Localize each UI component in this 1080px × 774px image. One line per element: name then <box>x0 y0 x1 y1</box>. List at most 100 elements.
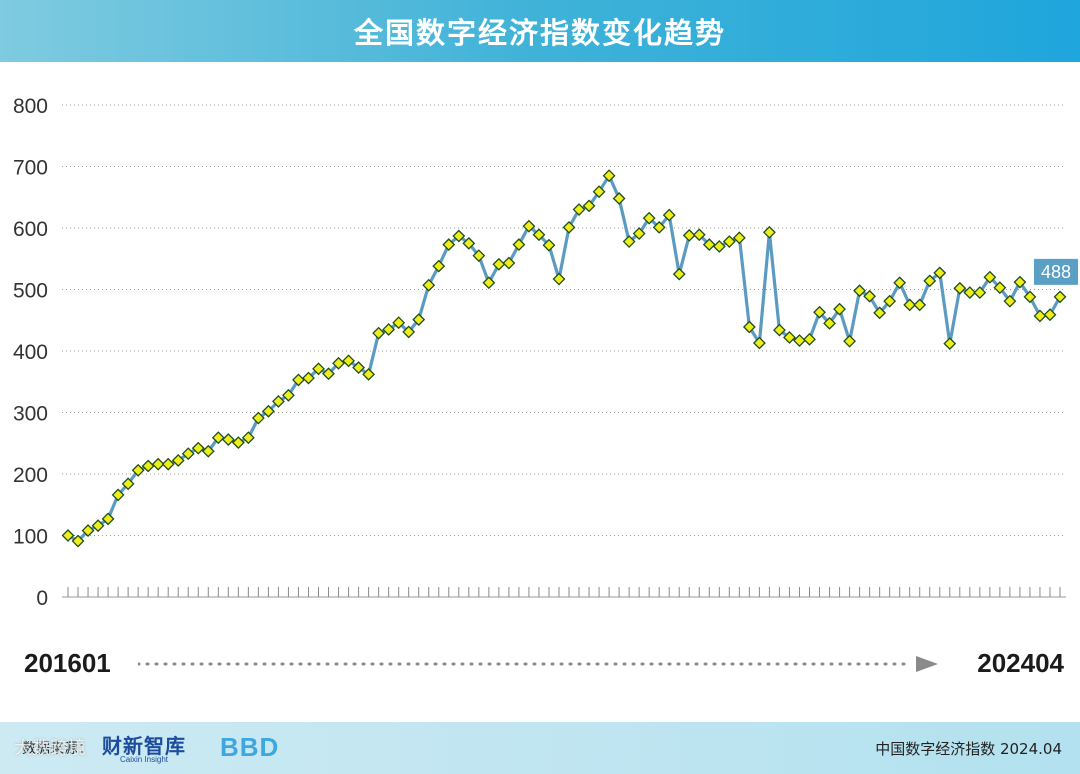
data-point <box>722 235 736 248</box>
data-point <box>843 334 856 348</box>
data-point <box>392 316 406 330</box>
data-point <box>151 457 165 471</box>
data-point <box>903 298 917 312</box>
data-point <box>322 367 335 381</box>
data-point <box>432 259 446 273</box>
data-point <box>211 431 225 445</box>
data-point <box>1023 290 1037 304</box>
data-point <box>332 356 345 370</box>
data-point <box>442 238 456 252</box>
data-point <box>412 313 426 327</box>
data-point <box>602 169 616 183</box>
data-point <box>773 323 786 337</box>
data-point <box>221 433 235 446</box>
data-point <box>201 444 215 458</box>
data-point <box>983 270 997 284</box>
data-point <box>492 257 506 271</box>
data-point <box>562 220 576 234</box>
data-point <box>502 256 516 270</box>
data-point <box>542 238 556 252</box>
chart-title: 全国数字经济指数变化趋势 <box>353 16 726 50</box>
data-point <box>532 228 546 242</box>
data-point <box>592 185 606 199</box>
data-point <box>1033 309 1047 323</box>
data-point <box>272 395 285 408</box>
data-point <box>302 371 315 385</box>
data-point <box>833 302 846 316</box>
data-point <box>973 286 987 299</box>
data-point <box>422 278 436 292</box>
data-point <box>582 199 596 213</box>
data-point <box>793 334 806 347</box>
data-point <box>742 320 756 334</box>
data-point <box>853 284 867 298</box>
caixin-logo-subtitle: Caixin Insight <box>120 755 169 764</box>
data-point <box>181 447 195 461</box>
y-tick-label: 100 <box>13 526 48 549</box>
caixin-logo: 财新智库 <box>102 734 186 758</box>
data-point <box>482 276 496 290</box>
data-point <box>863 289 877 303</box>
y-tick-label: 0 <box>36 587 48 610</box>
series-line <box>67 174 1062 543</box>
data-point <box>131 463 145 477</box>
data-point <box>462 236 476 250</box>
data-point <box>943 337 957 351</box>
data-point <box>61 529 75 542</box>
data-point <box>402 325 416 339</box>
data-point <box>241 431 255 445</box>
source-label: 数据来源： <box>22 741 92 757</box>
data-point <box>813 305 826 319</box>
data-point <box>652 220 666 234</box>
footer-caption: 中国数字经济指数 2024.04 <box>875 740 1062 758</box>
data-point <box>512 238 526 252</box>
data-point <box>642 211 656 225</box>
data-point <box>783 331 796 344</box>
data-point <box>312 362 325 376</box>
y-tick-label: 400 <box>13 341 48 364</box>
data-point <box>752 336 766 350</box>
x-range-indicator: 201601 202404 <box>0 640 1080 690</box>
data-point <box>873 306 887 320</box>
data-point <box>362 367 376 381</box>
data-point <box>692 228 706 242</box>
data-point <box>572 203 586 216</box>
data-point <box>712 240 726 253</box>
bbd-logo: BBD <box>220 732 280 762</box>
range-arrow <box>138 656 938 672</box>
data-point <box>702 238 716 252</box>
data-point <box>622 235 636 248</box>
data-point <box>893 276 907 290</box>
data-point <box>1053 290 1067 304</box>
data-point <box>91 519 105 533</box>
data-point <box>231 436 245 450</box>
data-point <box>993 281 1007 295</box>
data-point <box>171 454 185 467</box>
data-point <box>672 267 686 281</box>
data-point <box>71 534 85 548</box>
line-chart: 0 100 200 300 400 500 600 700 800 488 <box>13 95 1078 610</box>
y-tick-label: 600 <box>13 218 48 241</box>
data-point <box>1043 308 1057 322</box>
data-point <box>1003 294 1017 308</box>
y-tick-label: 300 <box>13 403 48 426</box>
data-point <box>953 281 967 295</box>
data-point <box>352 361 366 375</box>
data-point <box>732 231 746 245</box>
data-point <box>191 441 205 455</box>
data-point <box>372 326 386 340</box>
data-point <box>933 266 947 280</box>
data-point <box>282 388 295 402</box>
data-point <box>762 225 776 239</box>
y-tick-label: 800 <box>13 95 48 118</box>
data-point <box>662 208 676 222</box>
data-point <box>913 298 927 312</box>
data-point <box>803 332 816 346</box>
data-point <box>251 411 265 425</box>
data-point <box>141 459 155 473</box>
data-point <box>452 229 466 243</box>
watermark: 大数跨境 <box>14 738 86 759</box>
data-point <box>632 227 646 240</box>
range-start-label: 201601 <box>24 648 111 678</box>
data-point <box>552 272 566 286</box>
